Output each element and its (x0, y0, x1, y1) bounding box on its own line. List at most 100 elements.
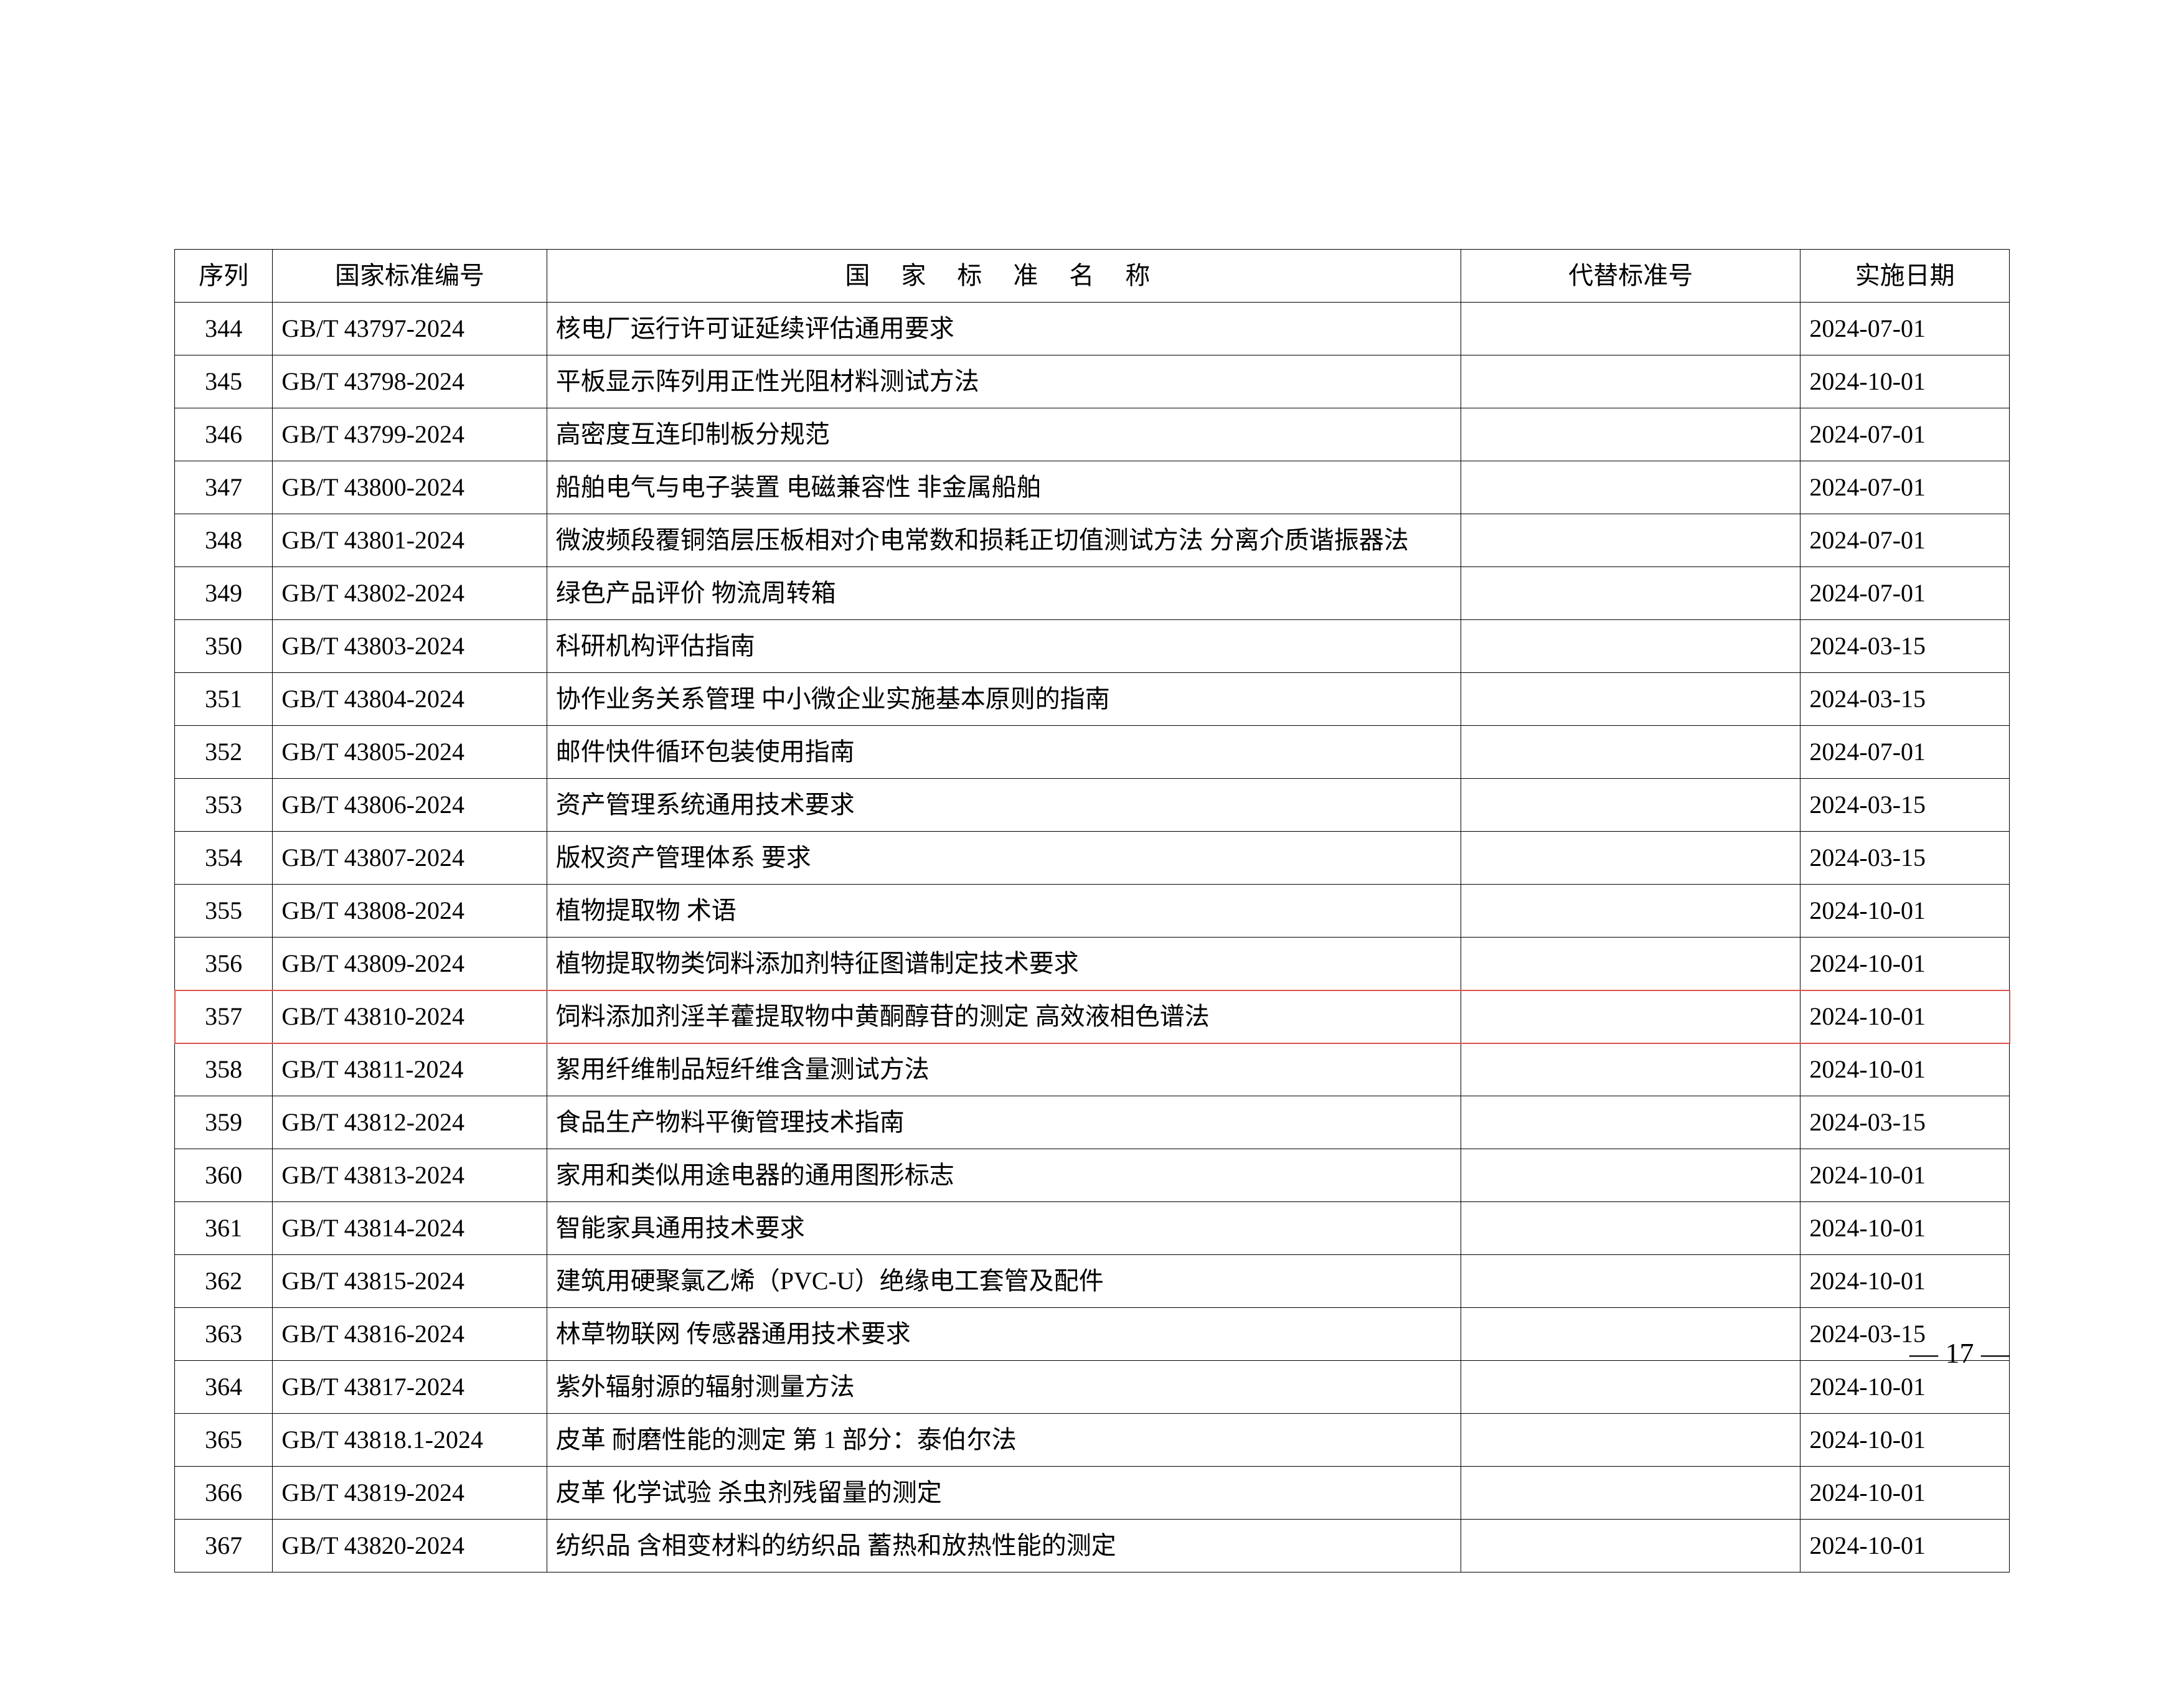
cell-date: 2024-03-15 (1800, 673, 2010, 726)
cell-name: 纺织品 含相变材料的纺织品 蓄热和放热性能的测定 (547, 1520, 1461, 1572)
table-row: 364GB/T 43817-2024紫外辐射源的辐射测量方法2024-10-01 (175, 1361, 2010, 1414)
cell-date: 2024-03-15 (1800, 620, 2010, 673)
table-row: 367GB/T 43820-2024纺织品 含相变材料的纺织品 蓄热和放热性能的… (175, 1520, 2010, 1572)
cell-replace (1461, 1520, 1800, 1572)
cell-code: GB/T 43809-2024 (273, 938, 547, 990)
cell-seq: 351 (175, 673, 273, 726)
cell-name: 林草物联网 传感器通用技术要求 (547, 1308, 1461, 1361)
cell-name: 饲料添加剂淫羊藿提取物中黄酮醇苷的测定 高效液相色谱法 (547, 990, 1461, 1043)
cell-date: 2024-03-15 (1800, 832, 2010, 885)
cell-name: 高密度互连印制板分规范 (547, 408, 1461, 461)
table-row: 349GB/T 43802-2024绿色产品评价 物流周转箱2024-07-01 (175, 567, 2010, 620)
cell-seq: 364 (175, 1361, 273, 1414)
cell-replace (1461, 1414, 1800, 1467)
table-row: 351GB/T 43804-2024协作业务关系管理 中小微企业实施基本原则的指… (175, 673, 2010, 726)
cell-code: GB/T 43815-2024 (273, 1255, 547, 1308)
cell-seq: 346 (175, 408, 273, 461)
cell-replace (1461, 1043, 1800, 1096)
cell-date: 2024-03-15 (1800, 779, 2010, 832)
cell-seq: 361 (175, 1202, 273, 1255)
table-row: 350GB/T 43803-2024科研机构评估指南 2024-03-15 (175, 620, 2010, 673)
cell-replace (1461, 1361, 1800, 1414)
table-row: 354GB/T 43807-2024版权资产管理体系 要求2024-03-15 (175, 832, 2010, 885)
cell-code: GB/T 43801-2024 (273, 514, 547, 567)
cell-replace (1461, 779, 1800, 832)
cell-code: GB/T 43806-2024 (273, 779, 547, 832)
table-row: 362GB/T 43815-2024建筑用硬聚氯乙烯（PVC-U）绝缘电工套管及… (175, 1255, 2010, 1308)
cell-date: 2024-03-15 (1800, 1096, 2010, 1149)
cell-name: 家用和类似用途电器的通用图形标志 (547, 1149, 1461, 1202)
table-row: 345GB/T 43798-2024平板显示阵列用正性光阻材料测试方法2024-… (175, 355, 2010, 408)
cell-name: 绿色产品评价 物流周转箱 (547, 567, 1461, 620)
cell-seq: 352 (175, 726, 273, 779)
header-replace: 代替标准号 (1461, 250, 1800, 303)
cell-seq: 349 (175, 567, 273, 620)
cell-date: 2024-10-01 (1800, 1043, 2010, 1096)
cell-date: 2024-07-01 (1800, 408, 2010, 461)
cell-replace (1461, 673, 1800, 726)
cell-seq: 362 (175, 1255, 273, 1308)
cell-replace (1461, 1255, 1800, 1308)
cell-seq: 363 (175, 1308, 273, 1361)
cell-date: 2024-10-01 (1800, 1467, 2010, 1520)
header-row: 序列 国家标准编号 国 家 标 准 名 称 代替标准号 实施日期 (175, 250, 2010, 303)
cell-replace (1461, 461, 1800, 514)
cell-date: 2024-10-01 (1800, 1149, 2010, 1202)
cell-name: 版权资产管理体系 要求 (547, 832, 1461, 885)
cell-replace (1461, 990, 1800, 1043)
cell-code: GB/T 43820-2024 (273, 1520, 547, 1572)
cell-code: GB/T 43813-2024 (273, 1149, 547, 1202)
cell-seq: 358 (175, 1043, 273, 1096)
cell-name: 皮革 耐磨性能的测定 第 1 部分：泰伯尔法 (547, 1414, 1461, 1467)
cell-seq: 366 (175, 1467, 273, 1520)
cell-seq: 357 (175, 990, 273, 1043)
cell-seq: 355 (175, 885, 273, 938)
cell-code: GB/T 43807-2024 (273, 832, 547, 885)
cell-seq: 344 (175, 303, 273, 355)
cell-seq: 356 (175, 938, 273, 990)
cell-date: 2024-10-01 (1800, 1255, 2010, 1308)
cell-replace (1461, 567, 1800, 620)
table-row: 352GB/T 43805-2024邮件快件循环包装使用指南2024-07-01 (175, 726, 2010, 779)
cell-code: GB/T 43811-2024 (273, 1043, 547, 1096)
cell-code: GB/T 43818.1-2024 (273, 1414, 547, 1467)
table-row: 346GB/T 43799-2024高密度互连印制板分规范2024-07-01 (175, 408, 2010, 461)
cell-name: 建筑用硬聚氯乙烯（PVC-U）绝缘电工套管及配件 (547, 1255, 1461, 1308)
cell-seq: 367 (175, 1520, 273, 1572)
table-row: 359GB/T 43812-2024食品生产物料平衡管理技术指南2024-03-… (175, 1096, 2010, 1149)
cell-code: GB/T 43817-2024 (273, 1361, 547, 1414)
cell-name: 科研机构评估指南 (547, 620, 1461, 673)
table-row: 365GB/T 43818.1-2024皮革 耐磨性能的测定 第 1 部分：泰伯… (175, 1414, 2010, 1467)
table-row: 353GB/T 43806-2024资产管理系统通用技术要求2024-03-15 (175, 779, 2010, 832)
cell-name: 絮用纤维制品短纤维含量测试方法 (547, 1043, 1461, 1096)
cell-name: 皮革 化学试验 杀虫剂残留量的测定 (547, 1467, 1461, 1520)
cell-name: 船舶电气与电子装置 电磁兼容性 非金属船舶 (547, 461, 1461, 514)
cell-replace (1461, 514, 1800, 567)
cell-code: GB/T 43803-2024 (273, 620, 547, 673)
cell-code: GB/T 43812-2024 (273, 1096, 547, 1149)
standards-table: 序列 国家标准编号 国 家 标 准 名 称 代替标准号 实施日期 344GB/T… (174, 249, 2010, 1572)
cell-seq: 348 (175, 514, 273, 567)
cell-code: GB/T 43816-2024 (273, 1308, 547, 1361)
cell-name: 协作业务关系管理 中小微企业实施基本原则的指南 (547, 673, 1461, 726)
table-row: 355GB/T 43808-2024植物提取物 术语2024-10-01 (175, 885, 2010, 938)
cell-code: GB/T 43808-2024 (273, 885, 547, 938)
cell-replace (1461, 303, 1800, 355)
cell-date: 2024-07-01 (1800, 514, 2010, 567)
cell-date: 2024-07-01 (1800, 567, 2010, 620)
cell-code: GB/T 43814-2024 (273, 1202, 547, 1255)
cell-date: 2024-10-01 (1800, 1202, 2010, 1255)
cell-replace (1461, 355, 1800, 408)
cell-date: 2024-10-01 (1800, 938, 2010, 990)
cell-date: 2024-07-01 (1800, 303, 2010, 355)
cell-name: 平板显示阵列用正性光阻材料测试方法 (547, 355, 1461, 408)
cell-name: 食品生产物料平衡管理技术指南 (547, 1096, 1461, 1149)
cell-seq: 347 (175, 461, 273, 514)
cell-replace (1461, 1467, 1800, 1520)
table-body: 344GB/T 43797-2024核电厂运行许可证延续评估通用要求2024-0… (175, 303, 2010, 1572)
cell-name: 植物提取物类饲料添加剂特征图谱制定技术要求 (547, 938, 1461, 990)
cell-name: 智能家具通用技术要求 (547, 1202, 1461, 1255)
cell-replace (1461, 1308, 1800, 1361)
cell-replace (1461, 1149, 1800, 1202)
cell-seq: 350 (175, 620, 273, 673)
